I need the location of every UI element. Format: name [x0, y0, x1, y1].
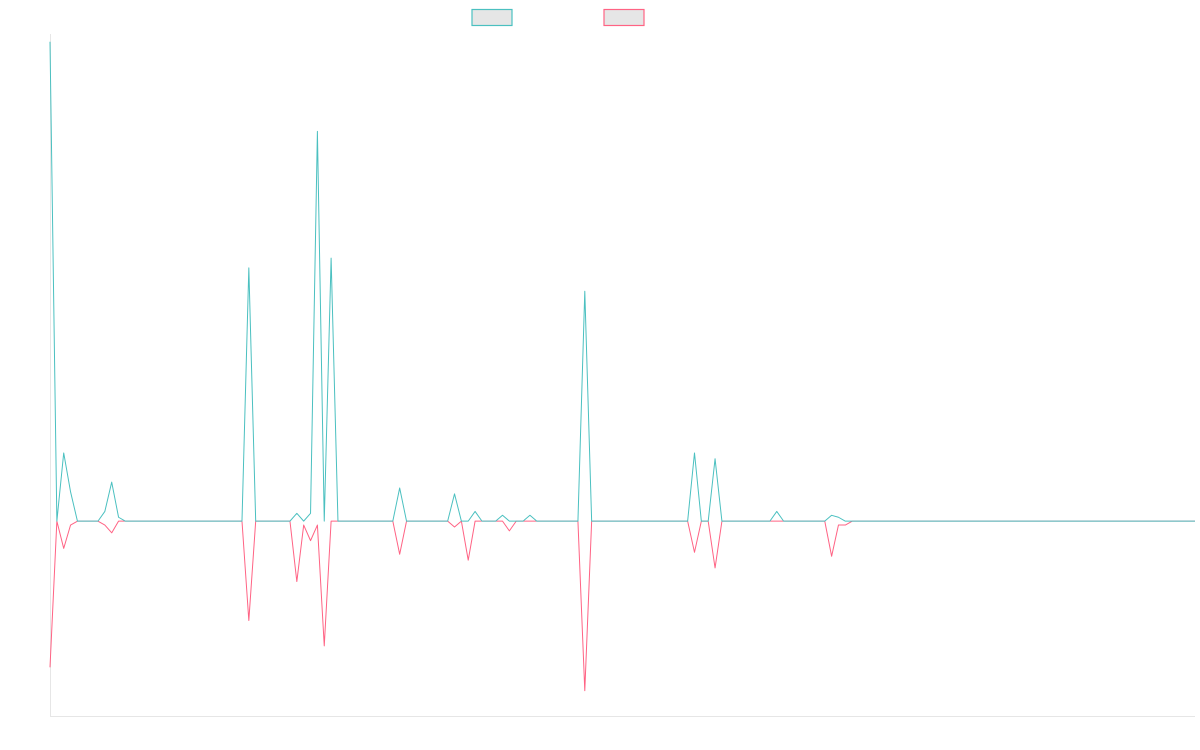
chart-axes: [50, 34, 1195, 717]
legend-swatch-series-2: [603, 8, 645, 27]
chart-legend: [471, 8, 645, 27]
series-layer: [49, 41, 1195, 692]
series-1-line: [49, 41, 1195, 522]
series-2-line: [49, 520, 1195, 692]
legend-item-series-1[interactable]: [471, 8, 513, 27]
legend-swatch-series-1: [471, 8, 513, 27]
legend-item-series-2[interactable]: [603, 8, 645, 27]
